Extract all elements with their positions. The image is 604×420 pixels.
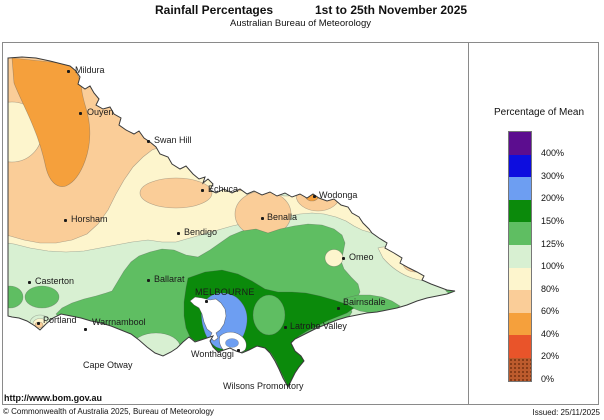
town-dot	[147, 140, 150, 143]
town-dot	[79, 112, 82, 115]
town-label-wonthaggi: Wonthaggi	[191, 349, 234, 359]
town-dot	[64, 219, 67, 222]
legend-label-40: 40%	[541, 329, 560, 339]
town-dot	[205, 300, 208, 303]
legend-divider	[468, 42, 469, 404]
town-label-portland: Portland	[43, 315, 77, 325]
town-label-latrobe-valley: Latrobe Valley	[290, 321, 347, 331]
legend-label-150: 150%	[541, 216, 565, 226]
legend-color-bar	[508, 131, 532, 382]
legend-swatch-150-200	[509, 199, 531, 223]
legend-label-0: 0%	[541, 374, 555, 384]
town-label-wodonga: Wodonga	[319, 190, 358, 200]
region-cream-omeo	[324, 249, 344, 267]
legend-swatch-100-125	[509, 244, 531, 268]
town-label-wilsons-promontory: Wilsons Promontory	[223, 381, 304, 391]
town-label-echuca: Echuca	[208, 184, 239, 194]
legend-swatch-125-150	[509, 222, 531, 245]
town-label-bairnsdale: Bairnsdale	[343, 297, 386, 307]
town-label-benalla: Benalla	[267, 212, 298, 222]
legend-swatch-60-80	[509, 290, 531, 313]
legend-label-100: 100%	[541, 261, 565, 271]
region-green-gap	[252, 294, 286, 336]
agency-subtitle: Australian Bureau of Meteorology	[230, 18, 371, 29]
legend-swatch-300-400	[509, 154, 531, 178]
legend-title: Percentage of Mean	[494, 107, 585, 118]
legend-swatch-20-40	[509, 335, 531, 358]
town-label-horsham: Horsham	[71, 214, 108, 224]
town-dot	[237, 349, 240, 352]
legend-label-80: 80%	[541, 284, 560, 294]
date-range-title: 1st to 25th November 2025	[315, 3, 468, 17]
legend-label-60: 60%	[541, 306, 560, 316]
town-dot	[342, 257, 345, 260]
town-dot	[261, 217, 264, 220]
town-dot	[284, 326, 287, 329]
region-palegreen-otway	[131, 332, 181, 362]
legend-swatch-400plus	[509, 132, 531, 155]
region-green-casterton-blob	[24, 285, 60, 309]
legend-label-300: 300%	[541, 171, 565, 181]
legend-label-400: 400%	[541, 148, 565, 158]
legend-swatch-80-100	[509, 267, 531, 291]
town-label-swan-hill: Swan Hill	[154, 135, 192, 145]
town-label-mildura: Mildura	[75, 65, 105, 75]
legend-swatch-200-300	[509, 177, 531, 200]
town-dot	[313, 195, 316, 198]
town-label-omeo: Omeo	[349, 252, 374, 262]
town-dot	[147, 279, 150, 282]
region-peach-echuca-west	[139, 177, 213, 209]
legend-label-20: 20%	[541, 351, 560, 361]
legend-label-125: 125%	[541, 239, 565, 249]
town-label-ouyen: Ouyen	[87, 107, 114, 117]
town-label-warrnambool: Warrnambool	[92, 317, 146, 327]
town-dot	[37, 322, 40, 325]
bom-url[interactable]: http://www.bom.gov.au	[4, 393, 102, 403]
town-dot	[28, 281, 31, 284]
legend-label-200: 200%	[541, 193, 565, 203]
town-dot	[201, 189, 204, 192]
town-dot	[177, 232, 180, 235]
region-palegreen-border-oval	[275, 183, 297, 197]
region-orange-mallee	[11, 57, 91, 187]
town-dot	[84, 328, 87, 331]
legend-swatch-40-60	[509, 312, 531, 336]
region-blue-french-island	[225, 338, 239, 348]
victoria-border-outline	[7, 56, 456, 389]
copyright-text: © Commonwealth of Australia 2025, Bureau…	[3, 407, 214, 416]
legend-swatch-0-20	[509, 357, 531, 381]
town-dot	[67, 70, 70, 73]
region-green-border-blob	[8, 285, 24, 309]
town-label-melbourne: MELBOURNE	[195, 287, 255, 297]
town-label-ballarat: Ballarat	[154, 274, 185, 284]
issued-date: Issued: 25/11/2025	[532, 408, 600, 417]
town-dot	[337, 307, 340, 310]
town-label-casterton: Casterton	[35, 276, 75, 286]
town-label-cape-otway: Cape Otway	[83, 360, 133, 370]
town-label-bendigo: Bendigo	[184, 227, 218, 237]
page-title: Rainfall Percentages	[155, 3, 274, 17]
